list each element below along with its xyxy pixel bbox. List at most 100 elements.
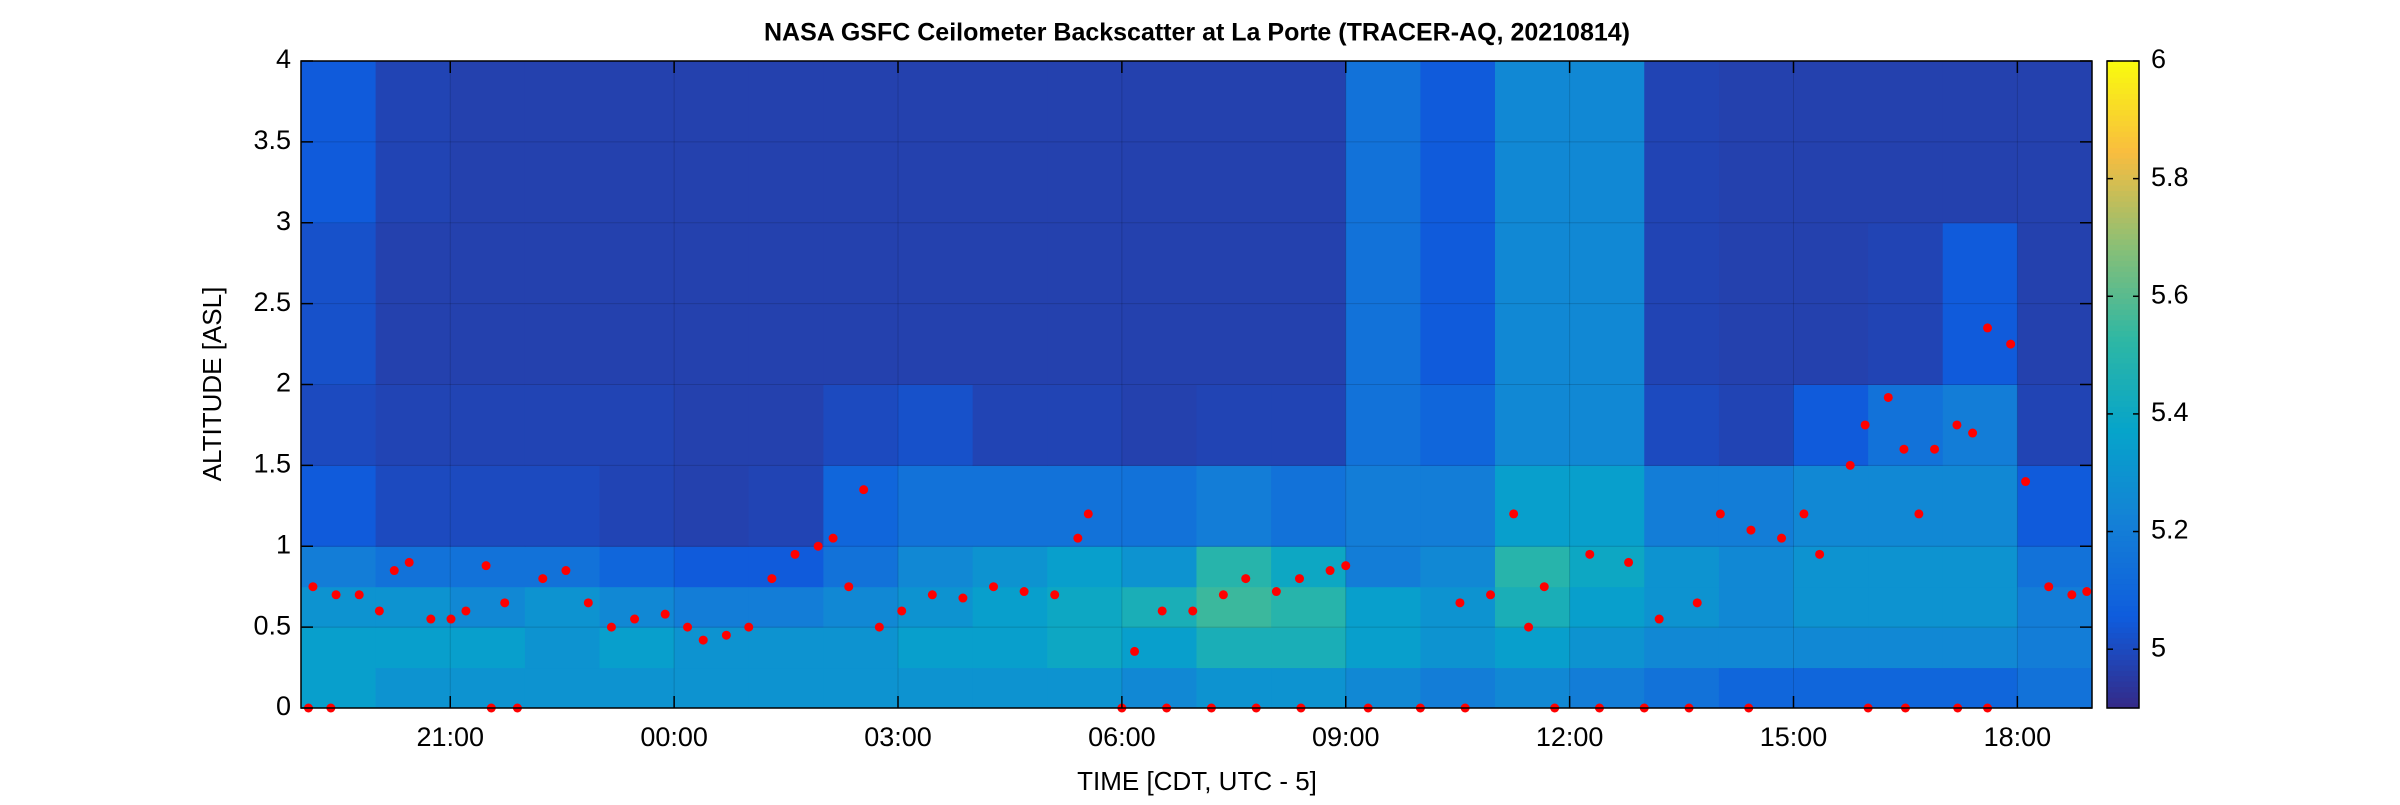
heatmap-cell xyxy=(1345,586,1421,628)
point xyxy=(1539,582,1549,592)
point xyxy=(1654,614,1664,624)
heatmap-cell xyxy=(1793,627,1869,669)
colorbar-band xyxy=(2107,557,2139,564)
colorbar-band xyxy=(2107,513,2139,520)
heatmap-cell xyxy=(599,61,675,224)
heatmap-cell xyxy=(898,384,974,466)
colorbar-band xyxy=(2107,298,2139,305)
heatmap-cell xyxy=(1868,222,1944,385)
heatmap-cell xyxy=(1793,546,1869,588)
heatmap-cell xyxy=(823,627,899,669)
colorbar-band xyxy=(2107,395,2139,402)
colorbar-band xyxy=(2107,379,2139,386)
heatmap-cell xyxy=(1793,61,1869,224)
heatmap-cell xyxy=(1196,667,1272,709)
point xyxy=(583,598,593,608)
colorbar-band xyxy=(2107,309,2139,316)
colorbar-band xyxy=(2107,87,2139,94)
heatmap-cell xyxy=(748,465,824,547)
point xyxy=(1019,587,1029,597)
colorbar-band xyxy=(2107,228,2139,235)
heatmap-cell xyxy=(674,384,750,466)
y-tick-label: 1 xyxy=(276,529,291,559)
point xyxy=(660,609,670,619)
heatmap-cell xyxy=(599,384,675,466)
point xyxy=(1509,509,1519,519)
heatmap-cell xyxy=(1121,586,1197,628)
point xyxy=(958,593,968,603)
colorbar-band xyxy=(2107,691,2139,698)
colorbar-band xyxy=(2107,497,2139,504)
colorbar-band xyxy=(2107,664,2139,671)
heatmap xyxy=(301,61,2093,709)
point xyxy=(1799,509,1809,519)
point xyxy=(2006,339,2016,349)
heatmap-cell xyxy=(823,222,899,385)
heatmap-cell xyxy=(1047,61,1123,224)
point xyxy=(1845,460,1855,470)
colorbar-band xyxy=(2107,211,2139,218)
heatmap-cell xyxy=(972,627,1048,669)
heatmap-cell xyxy=(1569,586,1645,628)
colorbar-band xyxy=(2107,605,2139,612)
heatmap-cell xyxy=(748,586,824,628)
heatmap-cell xyxy=(1644,222,1720,385)
heatmap-cell xyxy=(674,465,750,547)
heatmap-cell xyxy=(674,627,750,669)
colorbar-band xyxy=(2107,271,2139,278)
point xyxy=(1968,428,1978,438)
colorbar-band xyxy=(2107,422,2139,429)
heatmap-cell xyxy=(823,586,899,628)
heatmap-cell xyxy=(1569,384,1645,466)
heatmap-cell xyxy=(1942,586,2018,628)
point xyxy=(767,574,777,584)
heatmap-cell xyxy=(450,384,526,466)
colorbar-band xyxy=(2107,530,2139,537)
heatmap-cell xyxy=(1420,222,1496,385)
heatmap-cell xyxy=(748,627,824,669)
colorbar-band xyxy=(2107,594,2139,601)
colorbar-band xyxy=(2107,562,2139,569)
heatmap-cell xyxy=(524,384,600,466)
heatmap-cell xyxy=(748,222,824,385)
heatmap-cell xyxy=(1644,546,1720,588)
colorbar-band xyxy=(2107,551,2139,558)
y-axis-label: ALTITUDE [ASL] xyxy=(197,287,227,482)
colorbar-band xyxy=(2107,179,2139,186)
heatmap-cell xyxy=(1271,61,1347,224)
colorbar-band xyxy=(2107,621,2139,628)
point xyxy=(813,541,823,551)
colorbar-band xyxy=(2107,233,2139,240)
colorbar-band xyxy=(2107,131,2139,138)
point xyxy=(606,622,616,632)
colorbar-band xyxy=(2107,206,2139,213)
colorbar-tick-label: 5.6 xyxy=(2151,279,2189,309)
point xyxy=(1073,533,1083,543)
colorbar-band xyxy=(2107,314,2139,321)
heatmap-cell xyxy=(1569,546,1645,588)
heatmap-cell xyxy=(1271,546,1347,588)
point xyxy=(354,590,364,600)
point xyxy=(927,590,937,600)
heatmap-cell xyxy=(1942,465,2018,547)
heatmap-cell xyxy=(599,667,675,709)
colorbar-band xyxy=(2107,535,2139,542)
heatmap-cell xyxy=(1196,222,1272,385)
colorbar-tick-label: 5 xyxy=(2151,632,2166,662)
heatmap-cell xyxy=(375,546,451,588)
heatmap-cell xyxy=(1345,667,1421,709)
point xyxy=(1524,622,1534,632)
x-tick-label: 00:00 xyxy=(640,722,708,752)
heatmap-cell xyxy=(1793,465,1869,547)
heatmap-cell xyxy=(2017,465,2093,547)
colorbar-band xyxy=(2107,114,2139,121)
point xyxy=(1815,549,1825,559)
heatmap-cell xyxy=(1047,586,1123,628)
point xyxy=(874,622,884,632)
colorbar-band xyxy=(2107,416,2139,423)
heatmap-cell xyxy=(1495,586,1571,628)
colorbar-band xyxy=(2107,637,2139,644)
point xyxy=(374,606,384,616)
heatmap-cell xyxy=(301,465,377,547)
point xyxy=(844,582,854,592)
